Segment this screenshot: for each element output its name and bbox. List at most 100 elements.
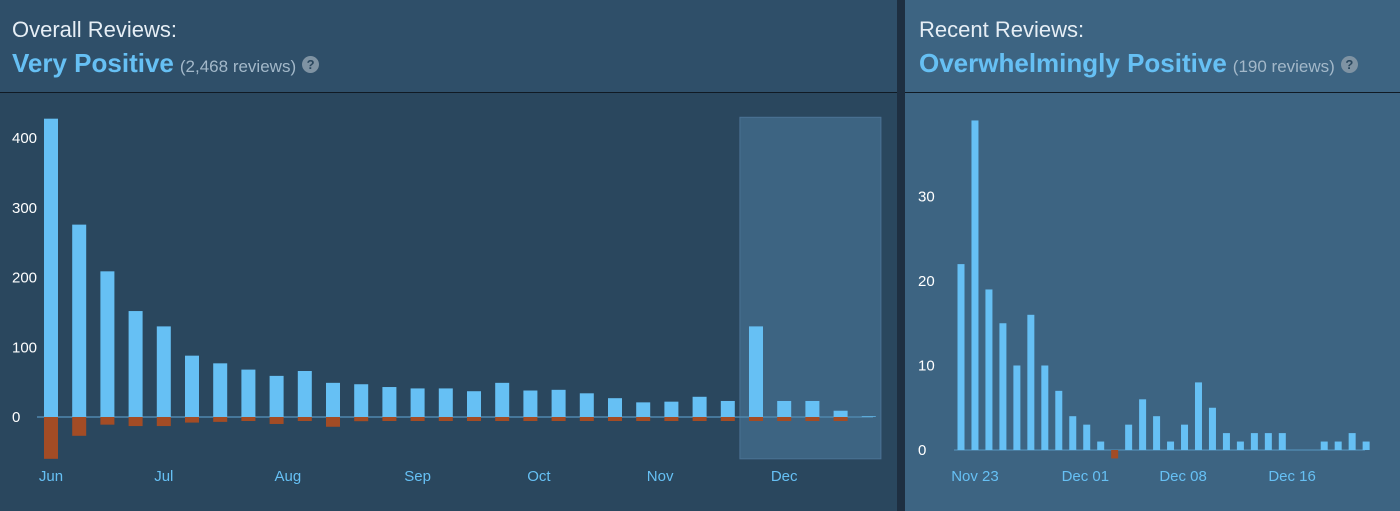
negative-bar[interactable] (749, 417, 763, 421)
positive-bar[interactable] (241, 369, 256, 417)
positive-bar[interactable] (1083, 424, 1091, 450)
negative-bar[interactable] (354, 417, 369, 422)
positive-bar[interactable] (467, 391, 481, 417)
positive-bar[interactable] (1181, 424, 1189, 450)
negative-bar[interactable] (100, 417, 115, 425)
positive-bar[interactable] (128, 311, 143, 417)
positive-bar[interactable] (608, 398, 622, 417)
recent-review-score[interactable]: Overwhelmingly Positive (919, 48, 1227, 78)
positive-bar[interactable] (213, 363, 228, 417)
negative-bar[interactable] (241, 417, 256, 421)
negative-bar[interactable] (664, 417, 679, 421)
positive-bar[interactable] (495, 382, 510, 417)
negative-bar[interactable] (185, 417, 199, 423)
positive-bar[interactable] (269, 375, 284, 417)
y-tick-label: 200 (12, 270, 37, 287)
x-tick-label: Dec 08 (1159, 468, 1207, 485)
positive-bar[interactable] (1236, 441, 1244, 450)
negative-bar[interactable] (44, 417, 58, 459)
positive-bar[interactable] (100, 271, 115, 417)
positive-bar[interactable] (692, 396, 707, 417)
help-icon[interactable]: ? (1340, 56, 1358, 73)
negative-bar[interactable] (523, 417, 538, 421)
negative-bar[interactable] (720, 417, 735, 421)
negative-bar[interactable] (128, 417, 143, 427)
positive-bar[interactable] (354, 384, 369, 417)
positive-bar[interactable] (1222, 433, 1230, 450)
positive-bar[interactable] (1250, 433, 1258, 450)
positive-bar[interactable] (971, 120, 979, 450)
positive-bar[interactable] (438, 388, 453, 417)
positive-bar[interactable] (523, 390, 538, 417)
positive-bar[interactable] (382, 387, 397, 417)
positive-bar[interactable] (44, 118, 58, 418)
y-tick-label: 30 (918, 189, 935, 206)
positive-bar[interactable] (1167, 441, 1175, 450)
negative-bar[interactable] (551, 417, 566, 421)
positive-bar[interactable] (551, 389, 566, 417)
positive-bar[interactable] (985, 289, 993, 450)
positive-bar[interactable] (636, 402, 651, 417)
negative-bar[interactable] (438, 417, 453, 421)
negative-bar[interactable] (495, 417, 510, 421)
positive-bar[interactable] (1027, 314, 1035, 450)
positive-bar[interactable] (72, 224, 87, 417)
negative-bar[interactable] (297, 417, 312, 421)
positive-bar[interactable] (1264, 433, 1272, 450)
negative-bar[interactable] (156, 417, 171, 427)
negative-bar[interactable] (777, 417, 792, 421)
positive-bar[interactable] (999, 323, 1007, 450)
positive-bar[interactable] (1013, 365, 1021, 451)
recent-reviews-histogram[interactable]: 0 10 20 30 Nov 23 Dec 01 Dec 08 Dec 16 (905, 93, 1400, 511)
positive-bar[interactable] (749, 326, 763, 417)
negative-bar[interactable] (833, 417, 848, 421)
positive-bar[interactable] (185, 355, 199, 417)
negative-bar[interactable] (579, 417, 594, 421)
positive-bar[interactable] (1278, 433, 1286, 450)
positive-bar[interactable] (1208, 407, 1216, 450)
negative-bar[interactable] (213, 417, 228, 422)
y-tick-label: 300 (12, 200, 37, 217)
positive-bar[interactable] (1348, 433, 1356, 450)
positive-bar[interactable] (805, 400, 820, 417)
positive-bar[interactable] (957, 264, 965, 450)
positive-bar[interactable] (1139, 399, 1147, 450)
positive-bar[interactable] (579, 393, 594, 417)
negative-bar[interactable] (72, 417, 87, 436)
panel-divider (897, 0, 905, 511)
negative-bar[interactable] (805, 417, 820, 421)
positive-bar[interactable] (1153, 416, 1161, 450)
help-icon[interactable]: ? (302, 56, 320, 73)
positive-bar[interactable] (410, 388, 425, 417)
positive-bar[interactable] (1055, 390, 1063, 450)
negative-bar[interactable] (410, 417, 425, 421)
positive-bar[interactable] (326, 382, 340, 417)
positive-bar[interactable] (1069, 416, 1077, 450)
positive-bar[interactable] (720, 400, 735, 417)
positive-bar[interactable] (664, 401, 679, 417)
positive-bar[interactable] (833, 410, 848, 417)
negative-bar[interactable] (692, 417, 707, 421)
positive-bar[interactable] (777, 400, 792, 417)
negative-bar[interactable] (382, 417, 397, 421)
positive-bar[interactable] (1194, 382, 1202, 450)
positive-bar[interactable] (297, 370, 312, 417)
negative-bar[interactable] (636, 417, 651, 421)
positive-bar[interactable] (1334, 441, 1342, 450)
positive-bar[interactable] (1320, 441, 1328, 450)
positive-bar[interactable] (1125, 424, 1133, 450)
negative-bar[interactable] (269, 417, 284, 424)
x-tick-label: Jul (154, 468, 173, 485)
positive-bar[interactable] (1097, 441, 1105, 450)
positive-bar[interactable] (861, 416, 876, 417)
overall-reviews-histogram[interactable]: 0 100 200 300 400 Jun Jul Aug Sep Oct Nov Dec (0, 93, 897, 511)
positive-bar[interactable] (1041, 365, 1049, 451)
negative-bar[interactable] (608, 417, 622, 421)
positive-bar[interactable] (156, 326, 171, 417)
negative-bar[interactable] (467, 417, 481, 421)
negative-bar[interactable] (326, 417, 340, 427)
negative-bar[interactable] (1111, 450, 1119, 459)
overall-review-score[interactable]: Very Positive (12, 48, 174, 78)
positive-bar[interactable] (1362, 441, 1370, 450)
overall-reviews-label: Overall Reviews: (12, 17, 178, 42)
